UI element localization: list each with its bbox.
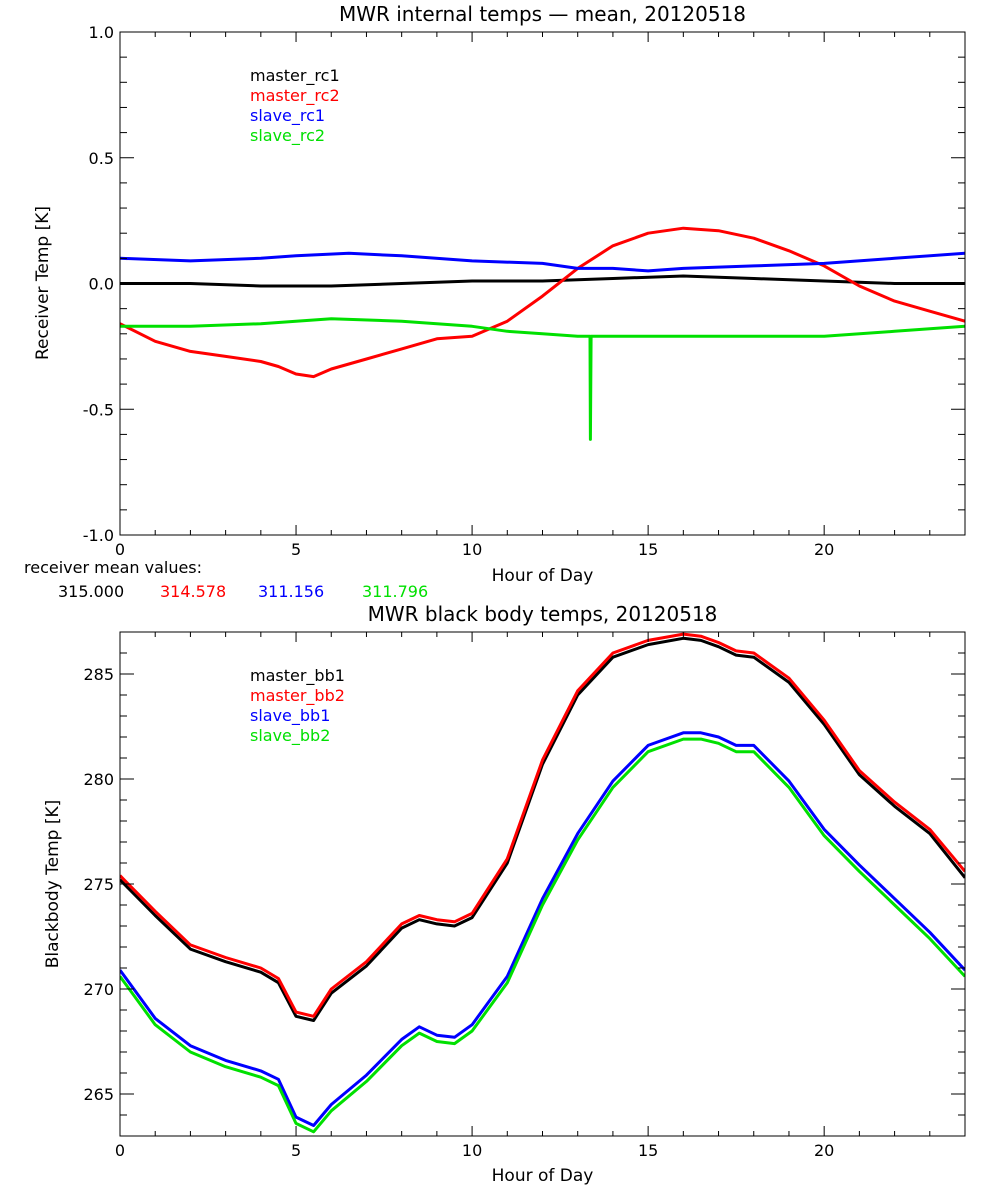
y-tick-label: 265 [83, 1085, 114, 1104]
y-tick-label: 275 [83, 875, 114, 894]
mean-values-label: receiver mean values: [24, 558, 202, 577]
y-tick-label: 0.0 [89, 275, 114, 294]
y-tick-label: 1.0 [89, 23, 114, 42]
x-axis-label: Hour of Day [492, 1166, 594, 1186]
mean-values-list: 315.000 314.578 311.156 311.796 [58, 582, 428, 601]
y-tick-label: -0.5 [83, 400, 114, 419]
series-line-master_bb2 [120, 632, 965, 1018]
y-tick-label: 285 [83, 665, 114, 684]
legend-entry-slave_rc2: slave_rc2 [250, 126, 325, 146]
series-line-slave_rc1 [120, 251, 965, 273]
x-tick-label: 20 [814, 540, 834, 559]
x-tick-label: 5 [291, 540, 301, 559]
series-group [120, 632, 965, 1134]
y-axis-label: Receiver Temp [K] [33, 206, 53, 360]
legend-entry-master_rc1: master_rc1 [250, 66, 340, 86]
mean-value-3: 311.156 [258, 582, 324, 601]
legend-entry-slave_bb2: slave_bb2 [250, 726, 330, 746]
x-tick-label: 0 [115, 540, 125, 559]
series-line-master_rc2 [120, 226, 965, 379]
x-tick-label: 10 [462, 540, 482, 559]
chart-title: MWR internal temps — mean, 20120518 [339, 2, 746, 26]
x-tick-label: 15 [638, 540, 658, 559]
x-tick-label: 5 [291, 1141, 301, 1160]
x-tick-label: 10 [462, 1141, 482, 1160]
mean-value-2: 314.578 [160, 582, 226, 601]
mean-value-1: 315.000 [58, 582, 124, 601]
series-line-slave_rc2 [120, 317, 965, 441]
series-line-slave_bb1 [120, 731, 965, 1127]
y-tick-label: 0.5 [89, 149, 114, 168]
mean-value-4: 311.796 [362, 582, 428, 601]
legend-entry-slave_rc1: slave_rc1 [250, 106, 325, 126]
legend-entry-master_bb1: master_bb1 [250, 666, 345, 686]
x-axis-label: Hour of Day [492, 566, 594, 586]
x-tick-label: 20 [814, 1141, 834, 1160]
series-line-slave_bb2 [120, 737, 965, 1134]
series-group [120, 226, 965, 441]
series-line-master_bb1 [120, 636, 965, 1022]
legend-entry-master_bb2: master_bb2 [250, 686, 345, 706]
y-tick-label: -1.0 [83, 526, 114, 545]
x-tick-label: 0 [115, 1141, 125, 1160]
chart-title: MWR black body temps, 20120518 [368, 602, 718, 626]
chart-blackbody-temps: MWR black body temps, 20120518 0 5 10 15 20 26… [43, 602, 966, 1186]
x-tick-label: 15 [638, 1141, 658, 1160]
legend-entry-slave_bb1: slave_bb1 [250, 706, 330, 726]
y-tick-label: 280 [83, 770, 114, 789]
chart-receiver-temps: MWR internal temps — mean, 20120518 0 5 10 1… [33, 2, 966, 586]
legend-entry-master_rc2: master_rc2 [250, 86, 340, 106]
y-tick-label: 270 [83, 980, 114, 999]
series-line-master_rc1 [120, 274, 965, 288]
y-axis-label: Blackbody Temp [K] [43, 800, 63, 969]
